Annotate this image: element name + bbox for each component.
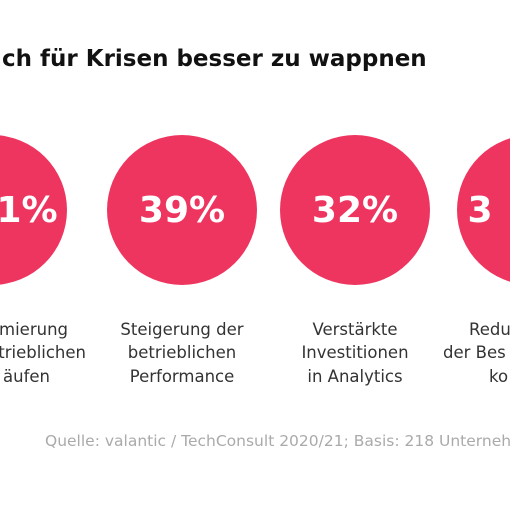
title: ch für Krisen besser zu wappnen: [2, 46, 427, 72]
label-line: Steigerung der: [120, 320, 243, 339]
label-line: betrieblichen: [128, 343, 236, 362]
circle: [107, 135, 257, 285]
label-line: etrieblichen: [0, 343, 86, 362]
label-line: Redu: [469, 320, 510, 339]
percent: 39%: [139, 190, 225, 231]
circle: [0, 135, 67, 285]
circle: [457, 138, 510, 282]
label-line: in Analytics: [307, 367, 402, 386]
percent: 1%: [0, 190, 58, 231]
percent: 32%: [312, 190, 398, 231]
label-line: Performance: [130, 367, 235, 386]
source: Quelle: valantic / TechConsult 2020/21; …: [45, 432, 510, 450]
circle: [280, 135, 430, 285]
label-line: äufen: [3, 367, 50, 386]
label-line: Investitionen: [301, 343, 408, 362]
label-line: der Bes: [443, 343, 506, 362]
label-line: Verstärkte: [312, 320, 397, 339]
label-line: mierung: [0, 320, 68, 339]
percent: 3: [467, 190, 492, 231]
label-line: ko: [489, 367, 508, 386]
